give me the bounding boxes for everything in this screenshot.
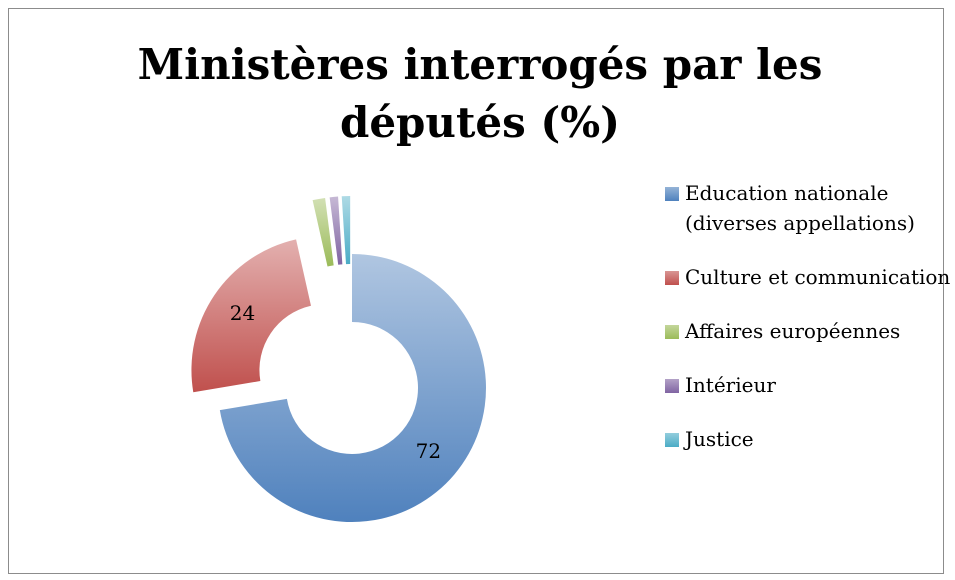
legend: Education nationale (diverses appellatio…: [665, 178, 955, 478]
legend-item: Education nationale (diverses appellatio…: [665, 178, 955, 238]
legend-swatch: [665, 271, 679, 285]
data-label: 72: [416, 439, 441, 463]
legend-swatch: [665, 325, 679, 339]
legend-label: Justice: [685, 427, 754, 451]
donut-slice: [329, 196, 343, 265]
legend-item: Justice: [665, 424, 955, 454]
donut-slice: [191, 239, 311, 393]
legend-swatch: [665, 379, 679, 393]
donut-slice: [219, 254, 487, 522]
chart-title: Ministères interrogés par les députés (%…: [137, 40, 823, 147]
legend-swatch: [665, 433, 679, 447]
legend-item: Culture et communication: [665, 262, 955, 292]
data-label: 24: [230, 301, 255, 325]
chart-frame: [8, 8, 944, 574]
legend-swatch: [665, 187, 679, 201]
legend-label: Affaires européennes: [685, 319, 901, 343]
legend-item: Affaires européennes: [665, 316, 955, 346]
legend-item: Intérieur: [665, 370, 955, 400]
legend-label: Education nationale (diverses appellatio…: [685, 181, 915, 235]
donut-slice: [312, 197, 334, 267]
donut-slice: [341, 196, 351, 265]
legend-label: Culture et communication: [685, 265, 951, 289]
legend-label: Intérieur: [685, 373, 776, 397]
